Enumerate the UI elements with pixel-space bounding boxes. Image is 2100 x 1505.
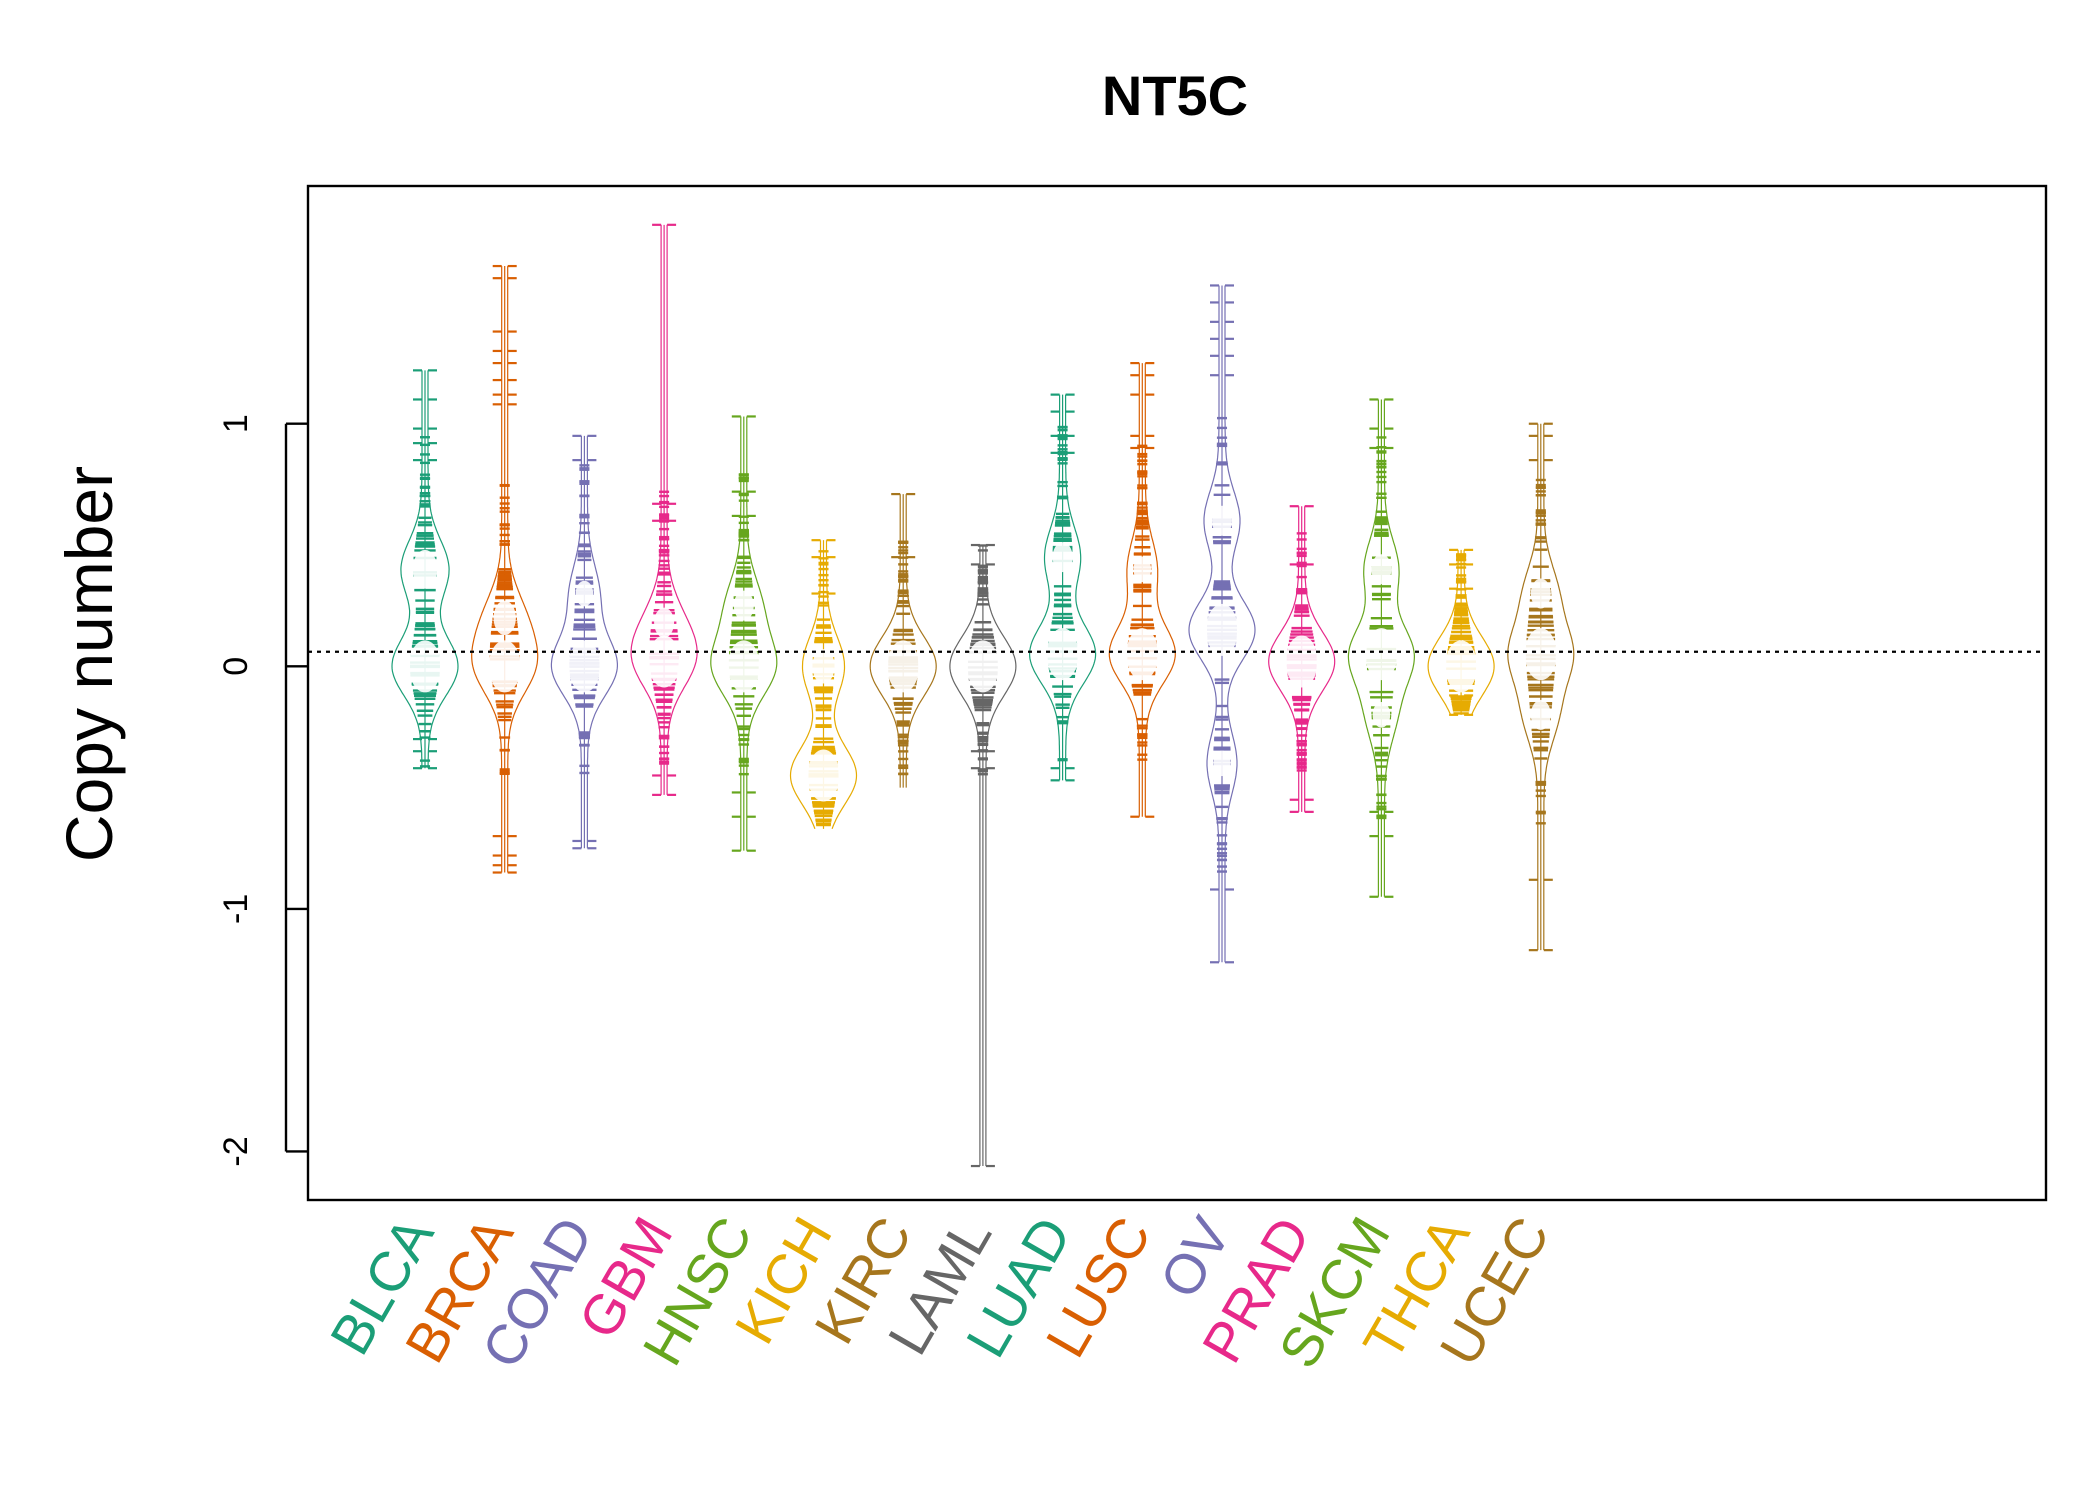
plot-frame xyxy=(306,184,2048,1202)
bean-core xyxy=(575,580,594,607)
bean-outline-right xyxy=(1144,363,1176,817)
bean-BRCA xyxy=(471,264,539,874)
bean-core xyxy=(1213,750,1231,777)
bean-core xyxy=(1372,702,1391,728)
bean-core xyxy=(733,590,754,621)
bean-SKCM xyxy=(1347,398,1416,898)
bean-core xyxy=(1530,699,1551,730)
bean-BLCA xyxy=(391,369,459,770)
bean-core xyxy=(1126,628,1159,681)
bean-core xyxy=(1524,628,1557,681)
bean-LAML xyxy=(949,543,1017,1168)
bean-outline-right xyxy=(1463,549,1495,716)
bean-core xyxy=(1530,578,1551,609)
bean-core xyxy=(409,640,441,693)
bean-LUAD xyxy=(1028,393,1097,782)
bean-OV xyxy=(1188,284,1256,964)
beans-group xyxy=(391,223,1575,1168)
bean-core xyxy=(1206,603,1238,656)
bean-core xyxy=(1285,635,1318,688)
bean-THCA xyxy=(1427,548,1495,716)
y-tick-label: -1 xyxy=(217,894,255,924)
bean-core xyxy=(887,640,920,693)
bean-outline-left xyxy=(949,545,981,1166)
bean-outline-right xyxy=(825,540,858,830)
bean-PRAD xyxy=(1268,505,1336,813)
y-tick-label: -2 xyxy=(217,1136,255,1166)
bean-outline-right xyxy=(746,416,778,851)
bean-core xyxy=(966,640,999,693)
bean-core xyxy=(412,549,438,589)
bean-core xyxy=(568,640,601,693)
y-tick-label: 1 xyxy=(217,414,255,433)
bean-outline-right xyxy=(985,545,1017,1166)
bean-core xyxy=(807,749,840,802)
bean-core xyxy=(1212,505,1232,536)
chart-title: NT5C xyxy=(1102,64,1248,127)
bean-outline-left xyxy=(789,540,822,830)
bean-outline-left xyxy=(630,224,662,795)
bean-UCEC xyxy=(1507,422,1575,952)
axes-group: -2-101BLCABRCACOADGBMHNSCKICHKIRCLAMLLUA… xyxy=(217,184,2048,1378)
bean-core xyxy=(812,649,835,684)
bean-outline-left xyxy=(710,416,742,851)
y-axis-label: Copy number xyxy=(52,466,126,862)
bean-core xyxy=(1052,542,1073,573)
bean-outline-right xyxy=(586,435,618,849)
bean-outline-right xyxy=(666,224,698,795)
bean-core xyxy=(1445,640,1478,693)
bean-core xyxy=(648,635,681,688)
bean-HNSC xyxy=(710,415,778,852)
bean-outline-left xyxy=(1427,549,1459,716)
bean-core xyxy=(654,607,675,638)
bean-KICH xyxy=(789,539,858,830)
bean-core xyxy=(727,640,760,693)
bean-LUSC xyxy=(1108,361,1176,818)
bean-outline-left xyxy=(471,266,503,873)
bean-core xyxy=(1046,628,1079,681)
bean-outline-left xyxy=(1108,363,1140,817)
bean-core xyxy=(493,600,516,635)
y-tick-label: 0 xyxy=(217,657,255,676)
bean-core xyxy=(1371,554,1392,585)
bean-COAD xyxy=(550,434,618,850)
bean-KIRC xyxy=(869,492,937,788)
bean-outline-right xyxy=(507,266,539,873)
bean-core xyxy=(488,640,521,693)
bean-GBM xyxy=(630,223,698,796)
bean-outline-left xyxy=(550,435,582,849)
bean-core xyxy=(1365,628,1398,681)
bean-core xyxy=(1133,556,1152,583)
